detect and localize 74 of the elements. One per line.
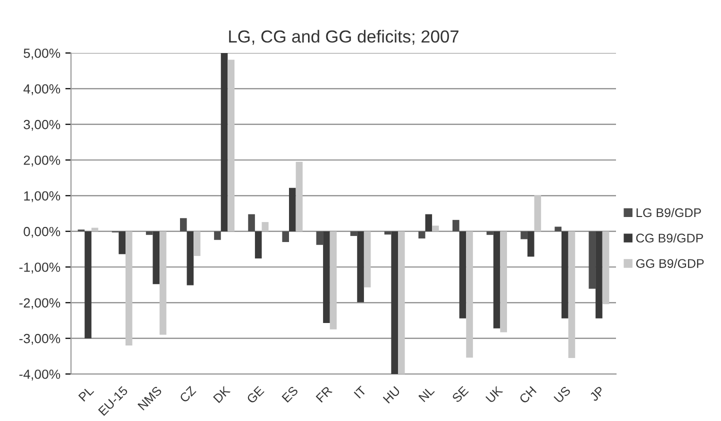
bar [330,231,337,330]
bar [262,222,269,232]
y-tick-label: 1,00% [24,191,60,202]
legend-label: LG B9/GDP [636,208,701,218]
bar [254,231,262,258]
y-tick-label: -3,00% [19,334,60,345]
bar [118,231,126,254]
bar [459,231,466,318]
bar [220,53,228,232]
x-tick-label: JP [589,386,605,402]
bar [323,231,330,323]
bar [425,214,432,232]
bar [364,231,371,288]
legend-label: GG B9/GDP [636,258,704,268]
y-tick-label: -1,00% [19,262,60,274]
bar [554,226,562,232]
x-tick-label: IT [354,386,367,399]
bar [180,218,187,232]
bar [432,226,439,232]
bar [316,231,324,245]
bar [534,194,542,232]
bar [466,231,473,358]
bar [146,231,153,235]
bar [596,231,602,318]
bar [194,231,200,256]
bar [186,231,194,286]
x-tick-label: GE [246,386,264,404]
bar [357,231,364,302]
bar [282,231,289,242]
y-tick-label: -2,00% [19,298,60,310]
bar [602,231,610,304]
x-tick-label: UK [486,386,504,404]
y-tick-label: 2,00% [24,156,60,166]
bar [160,231,166,335]
bar [152,231,160,284]
bar [527,231,534,257]
x-tick-label: US [554,386,571,404]
bar [452,220,460,232]
y-tick-label: 4,00% [23,84,60,96]
bar [289,188,296,232]
bar [568,231,576,358]
x-tick-label: CH [518,386,537,404]
bar [500,231,507,332]
x-tick-label: HU [382,386,400,404]
bar [520,231,528,240]
bar [84,231,92,338]
y-tick-label: 5,00% [24,48,60,60]
bar [126,231,132,346]
y-tick-label: 0,00% [24,226,60,238]
chart-title: LG, CG and GG deficits; 2007 [229,30,458,45]
x-tick-label: NL [418,386,435,402]
bar [486,231,494,235]
bar [296,162,303,232]
bar [228,60,234,232]
legend-label: CG B9/GDP [636,233,704,243]
bar [418,231,426,238]
bar [391,231,398,374]
y-tick-label: -4,00% [19,370,60,380]
bar [214,231,221,240]
bar [384,231,392,235]
bar [398,231,405,374]
bar [562,231,568,318]
bar [588,231,596,289]
x-tick-label: SE [452,386,469,403]
x-tick-label: FR [316,386,332,403]
bar [350,231,358,236]
x-tick-label: CZ [179,386,196,403]
x-tick-label: DK [213,386,231,404]
x-tick-label: PL [78,386,94,402]
bar [493,231,500,328]
bar [248,214,255,232]
bar [91,228,98,232]
x-tick-label: ES [282,386,298,403]
y-tick-label: 3,00% [24,120,60,131]
